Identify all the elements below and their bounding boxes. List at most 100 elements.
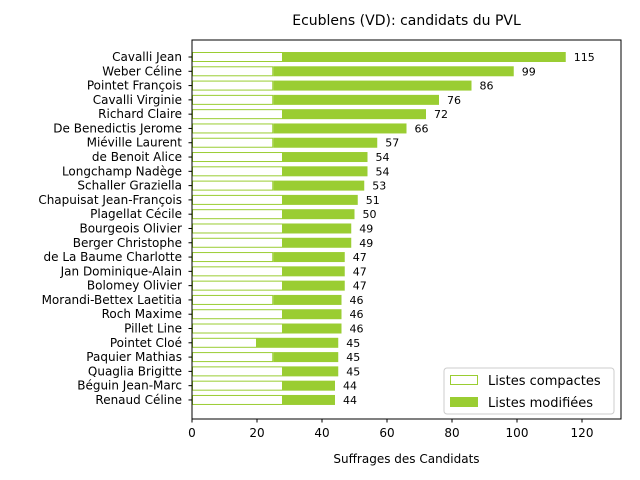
- category-label: Pillet Line: [124, 322, 182, 336]
- value-label: 54: [376, 165, 390, 178]
- legend: Listes compactes Listes modifiées: [443, 367, 615, 415]
- legend-box: [443, 367, 615, 415]
- bar-modifiees: [273, 294, 342, 305]
- value-label: 66: [415, 122, 429, 135]
- bar-compactes: [192, 309, 283, 320]
- category-label: Béguin Jean-Marc: [77, 379, 182, 393]
- x-tick-label: 100: [506, 426, 529, 440]
- value-label: 54: [376, 151, 390, 164]
- category-label: Renaud Céline: [95, 393, 182, 407]
- bar-compactes: [192, 152, 283, 163]
- bar-compactes: [192, 337, 257, 348]
- value-label: 45: [346, 365, 360, 378]
- bar-compactes: [192, 180, 274, 191]
- bar-modifiees: [273, 66, 514, 77]
- bar-compactes: [192, 223, 283, 234]
- bar-modifiees: [283, 52, 566, 62]
- bar-modifiees: [283, 380, 335, 391]
- category-label: Richard Claire: [98, 107, 182, 121]
- bar-modifiees: [283, 152, 368, 163]
- x-tick-label: 0: [188, 426, 196, 440]
- legend-label-compactes: Listes compactes: [488, 374, 601, 389]
- bar-compactes: [192, 80, 274, 91]
- plot-area: 1159986767266575454535150494947474746464…: [192, 51, 595, 407]
- bar-compactes: [192, 137, 274, 148]
- value-label: 72: [434, 108, 448, 121]
- x-tick-label: 40: [314, 426, 329, 440]
- bar-modifiees: [283, 309, 342, 320]
- value-label: 44: [343, 380, 357, 393]
- bar-compactes: [192, 194, 283, 205]
- bar-modifiees: [283, 394, 335, 405]
- bar-modifiees: [273, 252, 345, 263]
- value-label: 51: [366, 194, 380, 207]
- category-label: Berger Christophe: [73, 236, 182, 250]
- bar-compactes: [192, 209, 283, 220]
- category-label: Schaller Graziella: [77, 179, 182, 193]
- value-label: 46: [350, 308, 364, 321]
- legend-swatch-compactes: [450, 375, 478, 385]
- bar-modifiees: [283, 366, 339, 377]
- value-label: 46: [350, 294, 364, 307]
- value-label: 49: [359, 222, 373, 235]
- bar-modifiees: [273, 137, 378, 148]
- bar-modifiees: [283, 323, 342, 334]
- bar-compactes: [192, 52, 283, 62]
- bar-modifiees: [283, 237, 352, 248]
- category-label: Pointet François: [87, 79, 182, 93]
- bar-compactes: [192, 66, 274, 77]
- bar-compactes: [192, 266, 283, 277]
- value-label: 49: [359, 237, 373, 250]
- value-label: 45: [346, 351, 360, 364]
- bar-compactes: [192, 294, 274, 305]
- bar-compactes: [192, 237, 283, 248]
- category-label: Cavalli Jean: [112, 50, 182, 64]
- category-label: Weber Céline: [102, 64, 182, 78]
- value-label: 115: [574, 51, 595, 64]
- bar-modifiees: [283, 209, 355, 220]
- bar-modifiees: [273, 352, 339, 363]
- bar-compactes: [192, 252, 274, 263]
- category-label: Bolomey Olivier: [87, 279, 182, 293]
- value-label: 47: [353, 280, 367, 293]
- bar-compactes: [192, 352, 274, 363]
- bar-compactes: [192, 380, 283, 391]
- bar-modifiees: [273, 80, 472, 91]
- x-axis: 0 20 40 60 80 100 120: [188, 419, 593, 440]
- category-label: Chapuisat Jean-François: [38, 193, 182, 207]
- bar-modifiees: [283, 109, 426, 120]
- category-label: Paquier Mathias: [86, 350, 182, 364]
- bar-compactes: [192, 123, 274, 134]
- bar-modifiees: [283, 194, 358, 205]
- value-label: 99: [522, 65, 536, 78]
- bar-compactes: [192, 166, 283, 177]
- value-label: 57: [385, 137, 399, 150]
- bar-modifiees: [273, 180, 365, 191]
- axes-frame: [191, 39, 622, 420]
- bar-compactes: [192, 394, 283, 405]
- category-label: Jan Dominique-Alain: [60, 264, 182, 278]
- category-label: Morandi-Bettex Laetitia: [42, 293, 182, 307]
- bar-modifiees: [283, 166, 368, 177]
- value-label: 76: [447, 94, 461, 107]
- bar-compactes: [192, 94, 274, 105]
- category-label: Pointet Cloé: [110, 336, 182, 350]
- bar-modifiees: [283, 280, 345, 291]
- bar-modifiees: [273, 94, 439, 105]
- x-tick-label: 20: [249, 426, 264, 440]
- value-label: 86: [480, 80, 494, 93]
- x-tick-label: 60: [379, 426, 394, 440]
- value-label: 44: [343, 394, 357, 407]
- bar-compactes: [192, 280, 283, 291]
- bar-modifiees: [283, 266, 345, 277]
- legend-label-modifiees: Listes modifiées: [488, 396, 593, 411]
- value-label: 47: [353, 265, 367, 278]
- category-label: Roch Maxime: [102, 307, 182, 321]
- bar-modifiees: [283, 223, 352, 234]
- category-label: De Benedictis Jerome: [53, 121, 182, 135]
- bar-modifiees: [257, 337, 339, 348]
- bar-compactes: [192, 109, 283, 120]
- value-label: 46: [350, 323, 364, 336]
- category-label: Bourgeois Olivier: [79, 221, 182, 235]
